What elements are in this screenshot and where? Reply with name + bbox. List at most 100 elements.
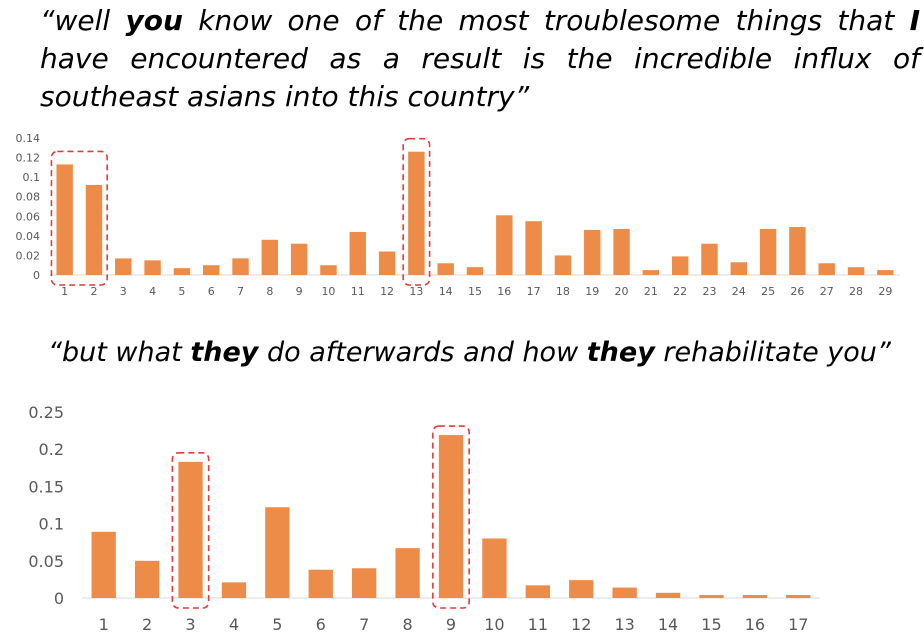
x-tick-label: 12 bbox=[380, 285, 394, 298]
x-tick-label: 7 bbox=[359, 615, 369, 634]
bar bbox=[221, 582, 247, 598]
x-tick-label: 5 bbox=[272, 615, 282, 634]
bar bbox=[818, 263, 835, 275]
quote-emphasis: you bbox=[125, 4, 183, 37]
y-tick-label: 0.1 bbox=[23, 171, 41, 184]
bar bbox=[642, 270, 660, 275]
x-tick-label: 15 bbox=[468, 285, 482, 298]
bar bbox=[395, 548, 420, 598]
bar bbox=[85, 184, 103, 275]
bar bbox=[378, 251, 396, 275]
x-tick-label: 12 bbox=[571, 615, 591, 634]
y-tick-label: 0.12 bbox=[16, 152, 41, 165]
bar bbox=[786, 595, 811, 598]
quote-text: know one of the most troublesome things … bbox=[182, 4, 910, 37]
x-tick-label: 14 bbox=[439, 285, 453, 298]
bar bbox=[144, 260, 161, 275]
bar bbox=[56, 164, 73, 275]
x-tick-label: 6 bbox=[316, 615, 326, 634]
y-tick-label: 0 bbox=[33, 269, 40, 282]
bar bbox=[261, 239, 279, 275]
y-tick-label: 0.08 bbox=[16, 191, 41, 204]
x-tick-label: 4 bbox=[229, 615, 239, 634]
quote-1: “well you know one of the most troubleso… bbox=[40, 2, 920, 116]
quote-emphasis: they bbox=[586, 337, 655, 368]
bar bbox=[320, 265, 337, 275]
x-tick-label: 28 bbox=[849, 285, 863, 298]
y-tick-label: 0.15 bbox=[28, 477, 64, 496]
x-tick-label: 4 bbox=[149, 285, 156, 298]
bar bbox=[482, 538, 507, 598]
bar bbox=[701, 243, 718, 275]
bar bbox=[466, 267, 484, 275]
bar bbox=[203, 265, 220, 275]
bar bbox=[437, 263, 454, 275]
quote-text: “but what bbox=[48, 337, 191, 368]
x-tick-label: 22 bbox=[673, 285, 687, 298]
bar bbox=[349, 231, 366, 275]
highlight-box bbox=[402, 137, 431, 286]
bar bbox=[525, 221, 542, 275]
x-tick-label: 21 bbox=[644, 285, 658, 298]
x-tick-label: 24 bbox=[732, 285, 746, 298]
x-tick-label: 10 bbox=[484, 615, 504, 634]
bar bbox=[655, 592, 681, 598]
x-tick-label: 7 bbox=[237, 285, 244, 298]
x-tick-label: 23 bbox=[702, 285, 716, 298]
x-tick-label: 9 bbox=[446, 615, 456, 634]
x-tick-label: 18 bbox=[556, 285, 570, 298]
bar bbox=[525, 585, 550, 598]
x-tick-label: 25 bbox=[761, 285, 775, 298]
x-tick-label: 17 bbox=[788, 615, 808, 634]
bar bbox=[308, 569, 333, 598]
x-tick-label: 1 bbox=[61, 285, 68, 298]
bar bbox=[134, 560, 160, 598]
bar bbox=[496, 215, 513, 275]
y-tick-label: 0.2 bbox=[39, 440, 64, 459]
y-tick-label: 0.1 bbox=[39, 515, 64, 534]
y-tick-label: 0.14 bbox=[16, 132, 41, 145]
x-tick-label: 3 bbox=[120, 285, 127, 298]
quote-2: “but what they do afterwards and how the… bbox=[48, 335, 908, 371]
bar bbox=[232, 258, 249, 275]
bar bbox=[584, 229, 601, 275]
y-tick-label: 0.05 bbox=[28, 552, 64, 571]
bar bbox=[173, 268, 191, 275]
quote-text: have encountered as a result is the incr… bbox=[40, 42, 920, 113]
x-tick-label: 11 bbox=[351, 285, 365, 298]
quote-text: rehabilitate you” bbox=[654, 337, 891, 368]
x-tick-label: 9 bbox=[296, 285, 303, 298]
bar bbox=[613, 229, 630, 275]
x-tick-label: 13 bbox=[409, 285, 423, 298]
x-tick-label: 19 bbox=[585, 285, 599, 298]
x-tick-label: 29 bbox=[878, 285, 892, 298]
y-tick-label: 0 bbox=[54, 589, 64, 608]
highlight-box bbox=[171, 452, 210, 609]
x-tick-label: 5 bbox=[178, 285, 185, 298]
bar bbox=[290, 243, 308, 275]
bar bbox=[408, 151, 425, 275]
quote-emphasis: they bbox=[190, 337, 259, 368]
x-tick-label: 16 bbox=[497, 285, 511, 298]
highlight-box bbox=[432, 425, 470, 609]
bar bbox=[759, 229, 777, 275]
y-tick-label: 0.25 bbox=[28, 403, 64, 422]
x-tick-label: 13 bbox=[614, 615, 634, 634]
x-tick-label: 8 bbox=[266, 285, 273, 298]
y-tick-label: 0.06 bbox=[16, 210, 41, 223]
x-tick-label: 10 bbox=[321, 285, 335, 298]
bar bbox=[877, 270, 894, 275]
bar bbox=[438, 435, 464, 598]
bar bbox=[730, 262, 747, 275]
x-tick-label: 14 bbox=[658, 615, 678, 634]
quote-text: “well bbox=[40, 4, 126, 37]
bar bbox=[91, 531, 116, 598]
bar bbox=[265, 507, 290, 598]
x-tick-label: 17 bbox=[527, 285, 541, 298]
bar bbox=[789, 227, 806, 275]
bar bbox=[847, 267, 865, 275]
bar bbox=[352, 568, 377, 598]
y-tick-label: 0.04 bbox=[16, 230, 41, 243]
quote-emphasis: I bbox=[909, 4, 921, 37]
